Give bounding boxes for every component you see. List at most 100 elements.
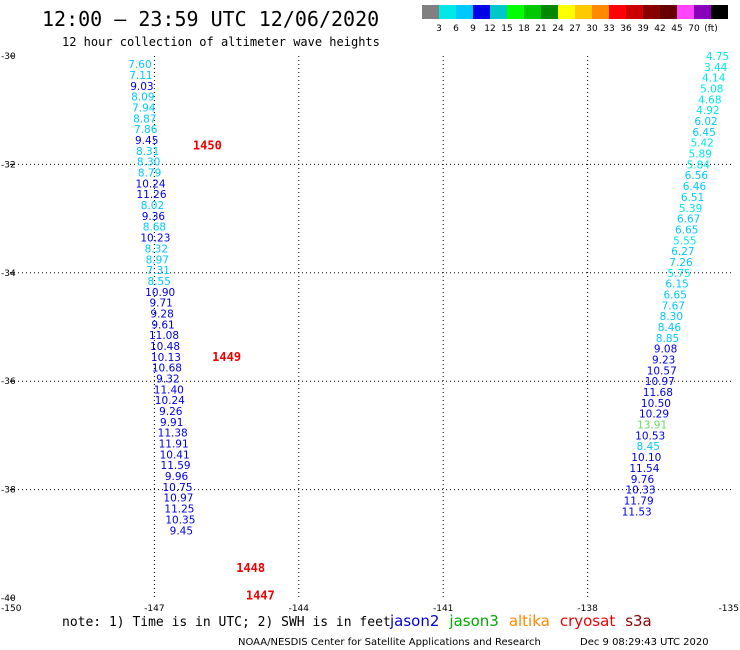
swh-value-label: 5.75 [667,268,690,280]
swh-value-label: 11.68 [643,387,673,399]
swh-value-label: 10.57 [647,365,677,377]
colorbar-swatch [643,5,660,19]
swh-value-label: 10.41 [160,449,190,461]
swh-value-label: 9.23 [652,355,675,367]
swh-value-label: 5.55 [673,235,696,247]
swh-value-label: 9.71 [149,298,172,310]
colorbar-swatch [711,5,728,19]
satellite-legend-entry: s3a [625,612,652,630]
x-tick-label: -135 [719,604,739,614]
swh-value-label: 10.23 [140,233,170,245]
swh-value-label: 10.75 [162,482,192,494]
colorbar-swatch [422,5,439,19]
swh-value-label: 6.51 [681,192,704,204]
track-time-label: 1447 [246,588,275,602]
y-tick-label: -34 [1,269,16,279]
swh-value-label: 5.42 [690,138,713,150]
swh-value-label: 7.31 [147,265,170,277]
colorbar-tick-label: 27 [569,24,580,34]
satellite-legend: jason2 jason3 altika cryosat s3a [389,612,652,630]
swh-value-label: 10.97 [163,493,193,505]
swh-value-label: 9.26 [159,406,183,418]
swh-value-label: 8.46 [658,322,682,334]
swh-value-label: 6.46 [683,181,707,193]
x-tick-label: -147 [144,604,164,614]
swh-value-label: 10.50 [641,398,671,410]
swh-value-label: 10.97 [645,376,675,388]
swh-value-label: 11.91 [159,439,189,451]
swh-value-label: 9.03 [130,81,153,93]
swh-value-label: 11.54 [629,463,659,475]
y-tick-label: -40 [1,594,16,604]
swh-value-label: 11.53 [622,506,652,518]
swh-value-label: 11.25 [164,504,194,516]
colorbar-swatch [626,5,643,19]
swh-value-label: 11.40 [154,384,184,396]
colorbar-tick-label: 30 [586,24,598,34]
timestamp: Dec 9 08:29:43 UTC 2020 [580,637,709,648]
swh-value-label: 10.90 [145,287,175,299]
colorbar-tick-label: 45 [671,24,682,34]
swh-value-label: 10.35 [165,514,195,526]
x-tick-label: -144 [289,604,310,614]
swh-value-label: 9.36 [142,211,166,223]
swh-value-label: 6.45 [692,127,715,139]
colorbar-swatch [592,5,609,19]
swh-value-label: 8.31 [136,146,159,158]
colorbar-swatch [524,5,541,19]
track-time-label: 1450 [193,138,222,152]
swh-value-label: 10.24 [155,395,185,407]
colorbar-tick-label: 18 [518,24,530,34]
y-tick-label: -36 [1,377,16,387]
x-tick-label: -150 [1,604,22,614]
colorbar-swatch [456,5,473,19]
swh-value-label: 10.53 [635,430,665,442]
swh-value-label: 10.33 [626,485,656,497]
swh-value-label: 5.84 [687,159,711,171]
swh-value-label: 7.94 [132,102,156,114]
swh-value-label: 6.65 [664,289,687,301]
swh-value-label: 8.97 [146,254,169,266]
x-tick-label: -141 [433,604,453,614]
colorbar-swatch [558,5,575,19]
swh-value-label: 9.08 [654,344,677,356]
colorbar-tick-label: 36 [620,24,632,34]
swh-value-label: 8.09 [131,92,154,104]
grid-lines [10,56,732,598]
swh-value-label: 4.14 [702,73,726,85]
colorbar-swatch [660,5,677,19]
swh-value-label: 10.24 [136,178,166,190]
colorbar-tick-label: 42 [654,24,665,34]
color-scale-legend: 3 6 9 12 15 18 21 24 27 30 33 36 39 42 45 70 (ft) [422,5,728,34]
colorbar-swatch [473,5,490,19]
track-time-label: 1448 [236,561,265,575]
swh-value-label: 8.45 [637,441,660,453]
swh-value-label: 6.02 [694,116,717,128]
swh-value-label: 11.59 [161,460,191,472]
swh-value-label: 4.92 [696,105,719,117]
satellite-legend-entry: jason3 [448,612,498,630]
swh-value-label: 11.26 [136,189,166,201]
swh-value-label: 5.89 [689,149,712,161]
swh-value-label: 9.45 [170,525,193,537]
colorbar-swatch [490,5,507,19]
y-tick-label: -32 [1,160,16,170]
swh-value-label: 9.96 [165,471,189,483]
colorbar-swatch [677,5,694,19]
credit-line: NOAA/NESDIS Center for Satellite Applica… [238,637,541,648]
swh-value-label: 3.44 [704,62,728,74]
data-marks: 7.607.119.038.097.948.877.869.458.318.30… [128,51,729,602]
colorbar-tick-label: 6 [453,24,459,34]
colorbar-tick-label: 15 [501,24,512,34]
swh-value-label: 6.15 [665,279,688,291]
swh-value-label: 5.08 [700,84,723,96]
satellite-legend-entry: jason2 [389,612,439,630]
satellite-legend-entry: altika [509,612,550,630]
swh-value-label: 9.91 [160,417,183,429]
colorbar-tick-label: 24 [552,24,564,34]
swh-value-label: 9.61 [151,319,174,331]
swh-value-label: 5.39 [679,203,702,215]
swh-value-label: 10.10 [631,452,661,464]
colorbar-swatch [575,5,592,19]
